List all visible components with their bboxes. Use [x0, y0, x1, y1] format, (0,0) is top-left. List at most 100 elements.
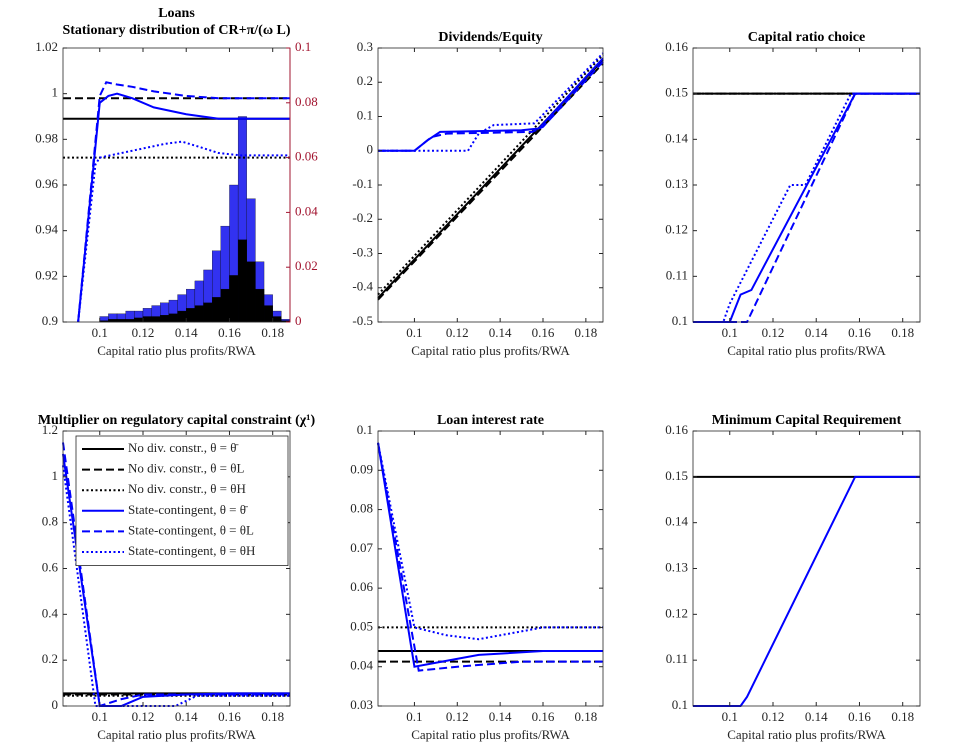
- x-tick-label: 0.18: [574, 325, 597, 340]
- y-tick-label: 0.16: [665, 422, 688, 437]
- x-tick-label: 0.18: [574, 709, 597, 724]
- x-tick-label: 0.1: [406, 709, 422, 724]
- x-tick-label: 0.14: [805, 709, 828, 724]
- line-series: [377, 442, 603, 668]
- x-tick-label: 0.14: [805, 325, 828, 340]
- chart-title: Loan interest rate: [437, 413, 544, 428]
- histogram-bar: [116, 319, 126, 323]
- legend-label: State-contingent, θ = θL: [128, 522, 254, 537]
- y2-tick-label: 0.1: [295, 39, 311, 54]
- y-tick-label: 0.13: [665, 559, 688, 574]
- histogram-bar: [246, 261, 256, 323]
- y-tick-label: 0.96: [35, 176, 58, 191]
- histogram-bar: [194, 305, 204, 323]
- y-tick-label: -0.2: [352, 210, 373, 225]
- chart-subtitle: Stationary distribution of CR+π/(ω L): [62, 23, 290, 38]
- histogram-bar: [186, 308, 196, 323]
- x-tick-label: 0.1: [722, 325, 738, 340]
- chart-title: Minimum Capital Requirement: [712, 413, 902, 428]
- histogram-bar: [203, 302, 213, 323]
- x-tick-label: 0.12: [762, 709, 785, 724]
- x-axis-label: Capital ratio plus profits/RWA: [727, 727, 886, 742]
- x-tick-label: 0.12: [132, 325, 155, 340]
- x-tick-label: 0.18: [261, 325, 284, 340]
- legend-label: No div. constr., θ = θH: [128, 481, 246, 496]
- x-axis-label: Capital ratio plus profits/RWA: [411, 727, 570, 742]
- y2-tick-label: 0: [295, 313, 302, 328]
- x-tick-label: 0.14: [489, 709, 512, 724]
- x-tick-label: 0.18: [891, 709, 914, 724]
- line-series: [77, 92, 290, 323]
- x-axis-label: Capital ratio plus profits/RWA: [411, 343, 570, 358]
- line-series: [62, 442, 290, 708]
- plot-area: [378, 431, 603, 706]
- chart-title: Loans: [158, 6, 195, 21]
- y-tick-label: 0.1: [672, 697, 688, 712]
- y-tick-label: -0.3: [352, 244, 373, 259]
- x-tick-label: 0.16: [848, 325, 871, 340]
- line-series: [377, 54, 604, 296]
- x-axis-label: Capital ratio plus profits/RWA: [97, 727, 256, 742]
- histogram-bar: [263, 305, 273, 323]
- line-series: [377, 442, 603, 641]
- histogram-bar: [125, 319, 135, 323]
- y-tick-label: 0.98: [35, 130, 58, 145]
- legend-label: No div. constr., θ = θL: [128, 461, 244, 476]
- y-tick-label: 1: [52, 468, 59, 483]
- x-tick-label: 0.16: [848, 709, 871, 724]
- histogram-bar: [177, 310, 187, 323]
- legend-box: [75, 435, 289, 567]
- y-tick-label: 0.08: [350, 501, 373, 516]
- line-series: [378, 52, 604, 152]
- line-series: [377, 442, 603, 672]
- x-tick-label: 0.12: [446, 325, 469, 340]
- y-tick-label: 0.16: [665, 39, 688, 54]
- x-tick-label: 0.14: [175, 709, 198, 724]
- y-tick-label: 0.12: [665, 222, 688, 237]
- histogram-bar: [212, 297, 221, 323]
- histogram-bar: [134, 317, 144, 323]
- y-tick-label: 0: [52, 697, 59, 712]
- y-tick-label: 0.04: [350, 658, 373, 673]
- y-tick-label: 0.14: [665, 514, 688, 529]
- y-tick-label: 0.13: [665, 176, 688, 191]
- y-tick-label: 0.11: [666, 267, 688, 282]
- x-tick-label: 0.1: [722, 709, 738, 724]
- x-tick-label: 0.14: [489, 325, 512, 340]
- chart-title: Multiplier on regulatory capital constra…: [38, 413, 316, 428]
- line-series: [77, 140, 290, 323]
- y-tick-label: 0.94: [35, 222, 58, 237]
- legend-label: State-contingent, θ = θH: [128, 543, 255, 558]
- x-tick-label: 0.12: [446, 709, 469, 724]
- y-tick-label: -0.5: [352, 313, 373, 328]
- y-tick-label: 1.2: [42, 422, 58, 437]
- y-tick-label: -0.4: [352, 279, 373, 294]
- y-tick-label: 0.12: [665, 605, 688, 620]
- y2-tick-label: 0.06: [295, 149, 318, 164]
- histogram-bar: [151, 316, 161, 323]
- x-tick-label: 0.1: [92, 325, 108, 340]
- legend-label: No div. constr., θ = θ̄: [128, 440, 238, 455]
- histogram-bar: [220, 288, 230, 323]
- x-tick-label: 0.16: [218, 325, 241, 340]
- histogram-bar: [272, 316, 282, 323]
- histogram-bar: [237, 239, 247, 323]
- y-tick-label: 0.05: [350, 618, 373, 633]
- y-tick-label: 0.07: [350, 540, 373, 555]
- y-tick-label: 0.8: [42, 514, 58, 529]
- x-tick-label: 0.16: [218, 709, 241, 724]
- y-tick-label: 0.1: [672, 313, 688, 328]
- x-tick-label: 0.18: [261, 709, 284, 724]
- axes-box: [377, 430, 604, 707]
- y-tick-label: 0.11: [666, 651, 688, 666]
- y2-tick-label: 0.08: [295, 94, 318, 109]
- y-tick-label: -0.1: [352, 176, 373, 191]
- y-tick-label: 0.1: [357, 107, 373, 122]
- x-tick-label: 0.18: [891, 325, 914, 340]
- y-tick-label: 0.92: [35, 267, 58, 282]
- x-axis-label: Capital ratio plus profits/RWA: [97, 343, 256, 358]
- histogram-bar: [108, 319, 118, 323]
- y-tick-label: 0.1: [357, 422, 373, 437]
- x-tick-label: 0.14: [175, 325, 198, 340]
- y-tick-label: 1.02: [35, 39, 58, 54]
